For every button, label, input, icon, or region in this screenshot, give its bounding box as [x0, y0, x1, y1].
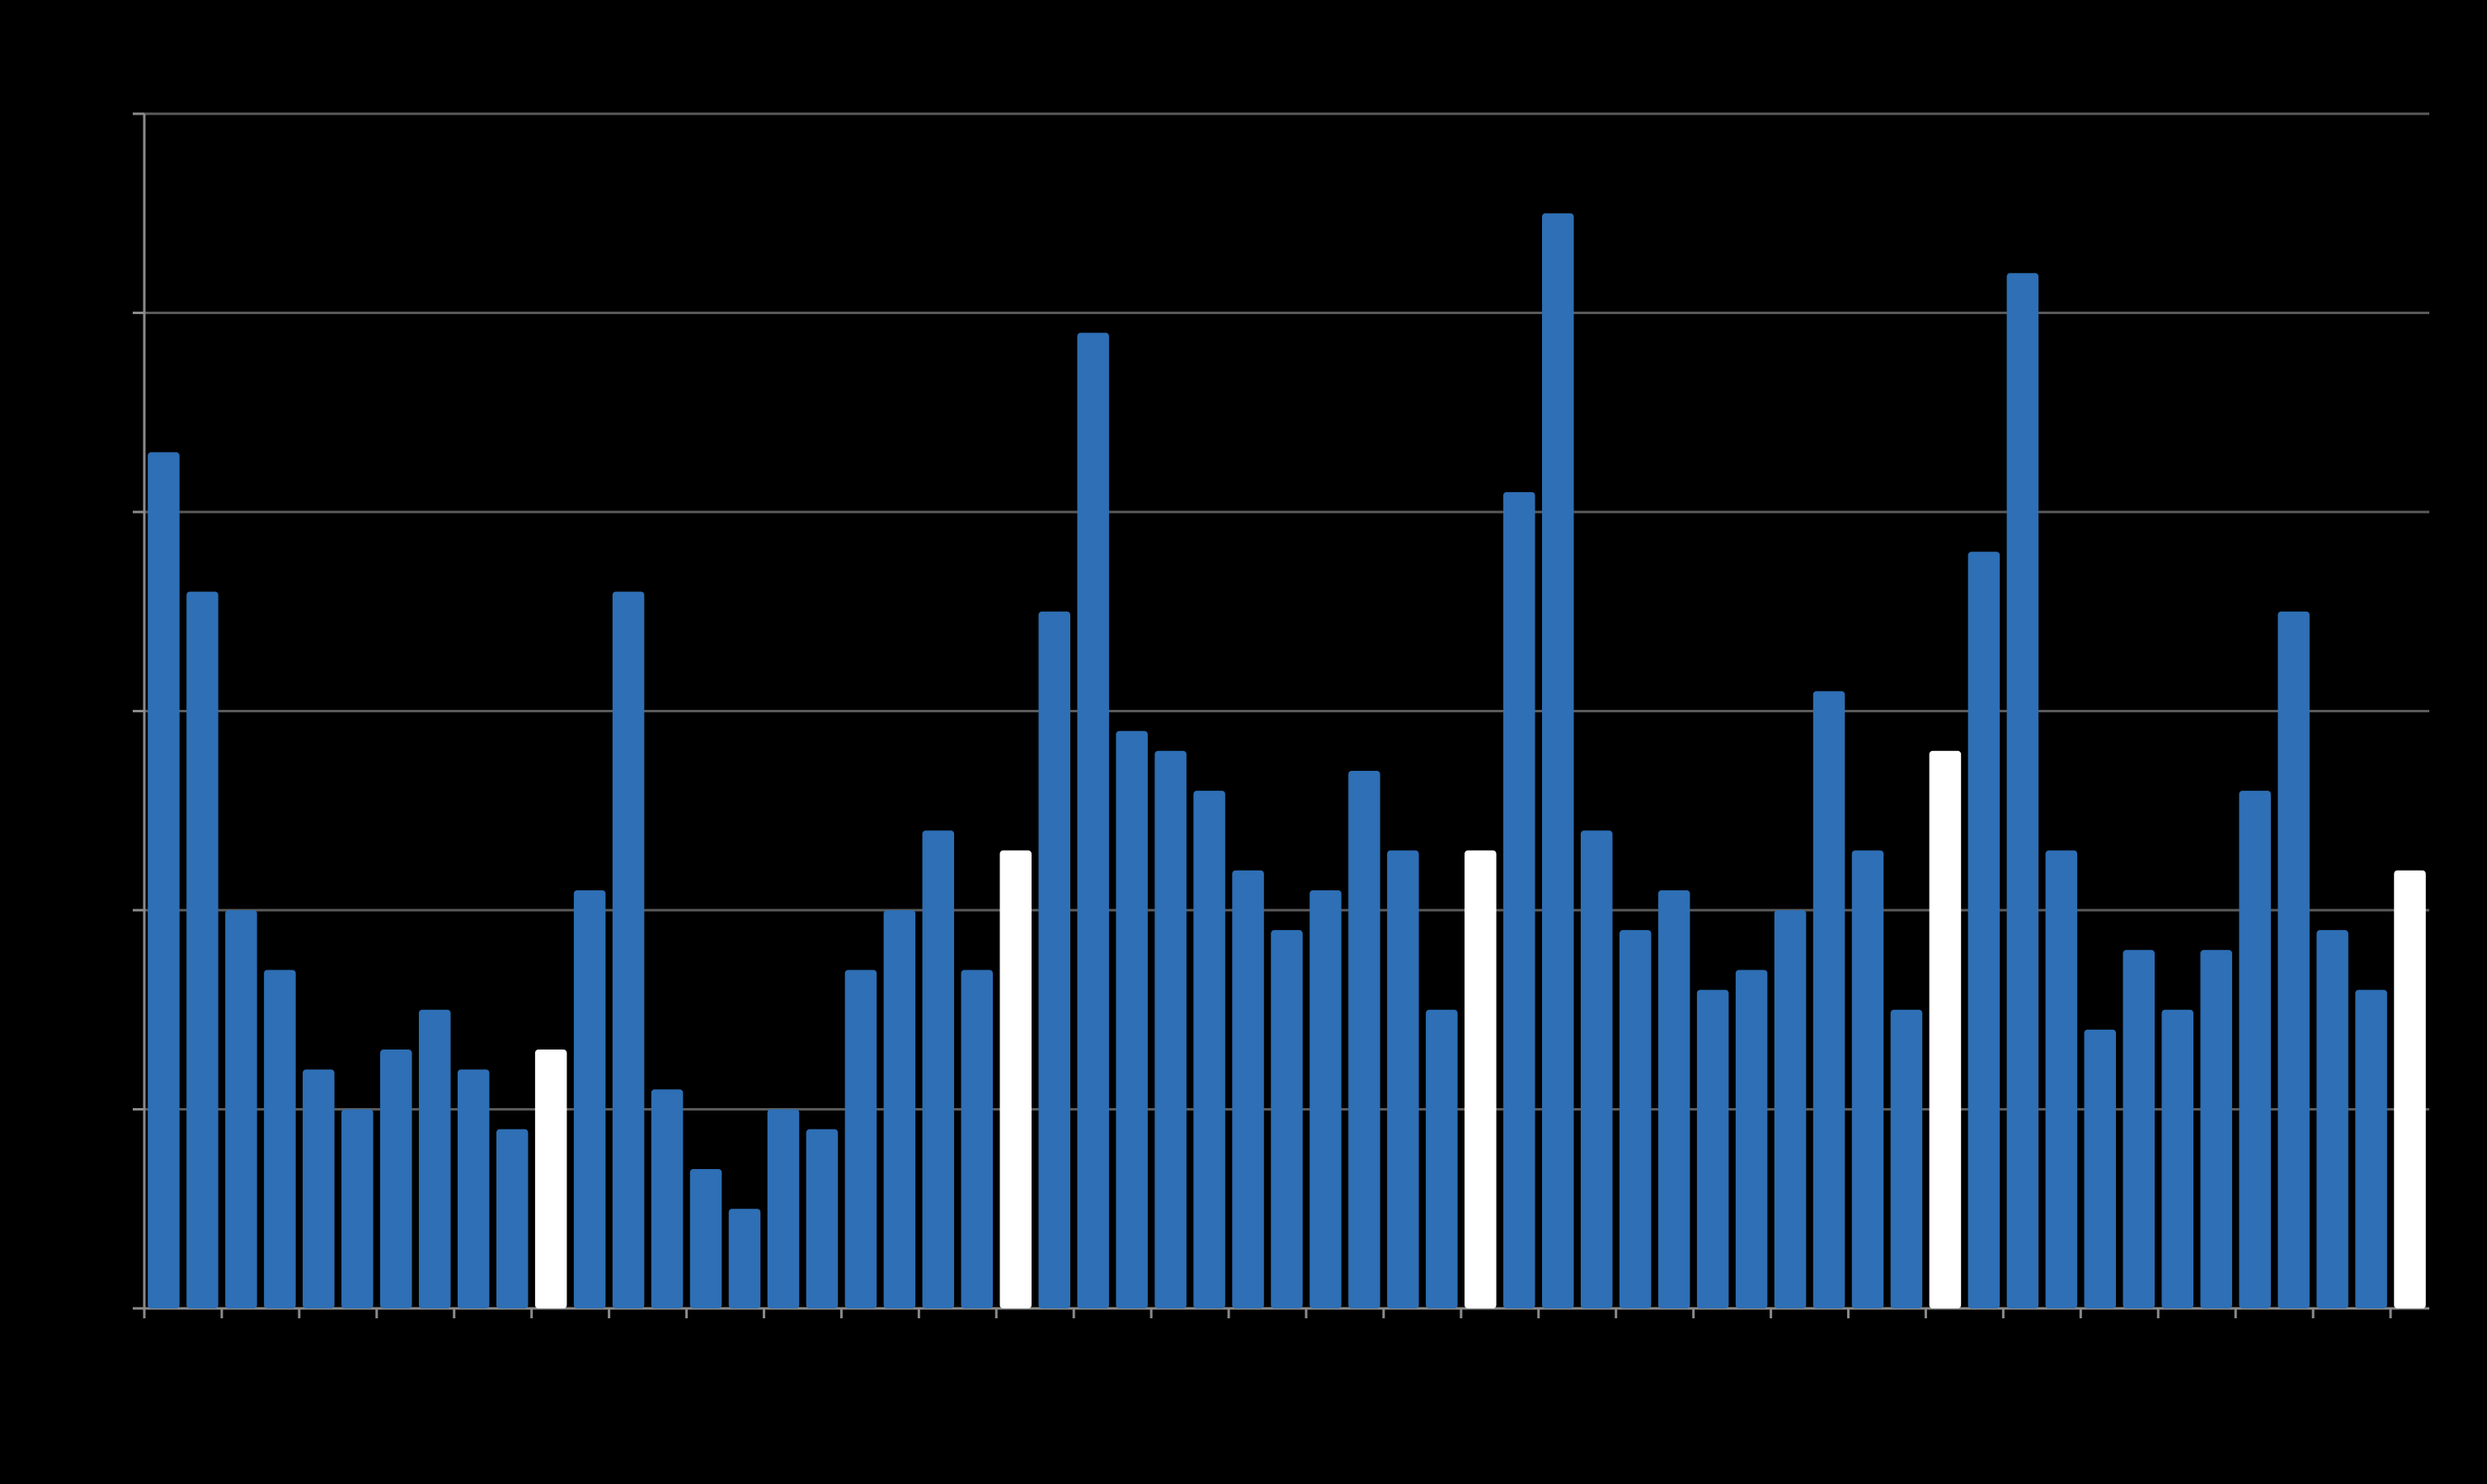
- bar: [844, 970, 877, 1308]
- bar: [612, 591, 645, 1308]
- bar: [1309, 890, 1342, 1308]
- bar: [1580, 830, 1613, 1308]
- bar: [1503, 491, 1535, 1308]
- bar: [2123, 950, 2156, 1308]
- bar: [148, 452, 180, 1308]
- bar: [1890, 1009, 1923, 1308]
- bar: [2394, 870, 2426, 1308]
- bar: [1154, 750, 1187, 1308]
- bar: [496, 1129, 529, 1308]
- y-tick-label: 60: [101, 99, 126, 124]
- bar: [1077, 332, 1109, 1308]
- bar: [2045, 850, 2078, 1308]
- y-tick-label: 10: [101, 1095, 126, 1120]
- bar: [380, 1050, 412, 1308]
- bar: [573, 890, 606, 1308]
- y-tick-label: 30: [101, 697, 126, 722]
- bar: [418, 1009, 451, 1308]
- bar: [1968, 552, 2000, 1308]
- bar: [1348, 770, 1380, 1308]
- bar: [1038, 611, 1070, 1308]
- bar: [2278, 611, 2310, 1308]
- bar: [303, 1069, 335, 1308]
- bar: [1387, 850, 1419, 1308]
- y-tick-label: 50: [101, 298, 126, 324]
- bar: [2161, 1009, 2193, 1308]
- bar: [264, 970, 296, 1308]
- bar: [1271, 930, 1303, 1308]
- bar: [2316, 930, 2348, 1308]
- bar: [651, 1089, 684, 1308]
- bar: [2084, 1029, 2117, 1308]
- bar: [225, 910, 257, 1308]
- bar: [1542, 213, 1574, 1308]
- bar: [961, 970, 994, 1308]
- bar: [186, 591, 219, 1308]
- y-tick-label: 0: [113, 1294, 126, 1319]
- bar: [689, 1168, 722, 1308]
- bar: [341, 1109, 374, 1308]
- bar: [1929, 750, 1962, 1308]
- bar: [999, 850, 1032, 1308]
- bar: [922, 830, 955, 1308]
- y-tick-label: 40: [101, 497, 126, 523]
- bar: [534, 1050, 567, 1308]
- bar: [1774, 910, 1807, 1308]
- bar: [1619, 930, 1652, 1308]
- bar: [806, 1129, 839, 1308]
- bar: [1464, 850, 1497, 1308]
- bar: [1426, 1009, 1458, 1308]
- y-tick-label: 20: [101, 895, 126, 921]
- bar: [1696, 989, 1729, 1308]
- bar: [457, 1069, 490, 1308]
- bar: [1851, 850, 1884, 1308]
- bar: [1812, 691, 1845, 1308]
- bar: [1193, 791, 1225, 1308]
- bar: [2006, 273, 2039, 1309]
- bar: [1657, 890, 1690, 1308]
- bar: [767, 1109, 800, 1308]
- bar: [728, 1209, 761, 1308]
- bar: [2355, 989, 2387, 1308]
- bar: [2239, 791, 2271, 1308]
- bar: [2200, 950, 2232, 1308]
- bar: [1735, 970, 1768, 1308]
- bar: [1232, 870, 1264, 1308]
- bar: [883, 910, 916, 1308]
- bar: [1116, 730, 1148, 1308]
